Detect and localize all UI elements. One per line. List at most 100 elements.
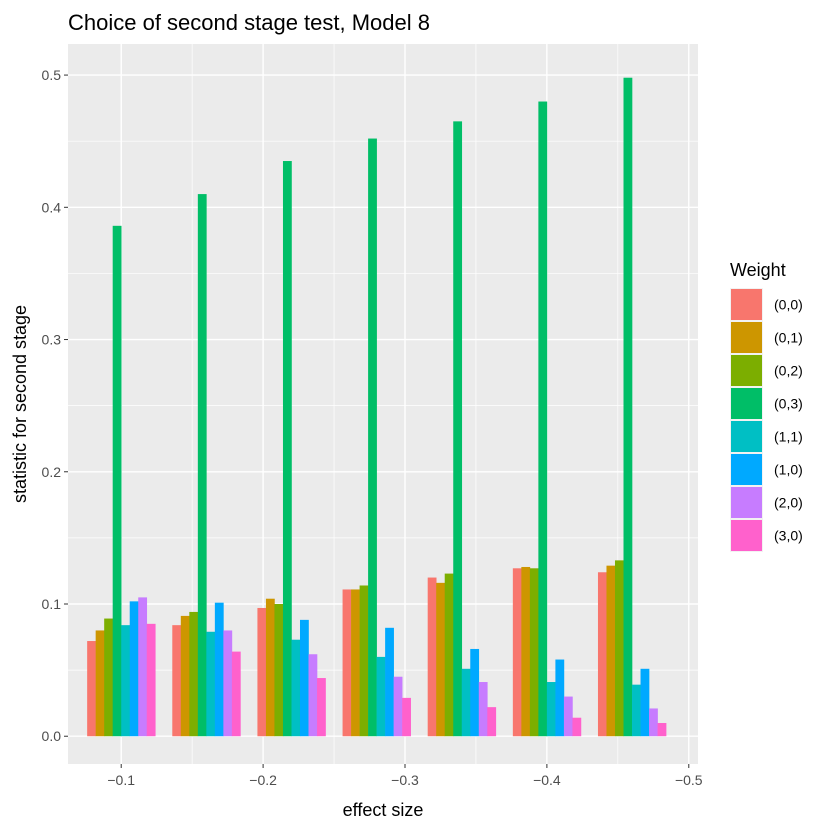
bar [597,572,607,737]
bar [623,77,633,737]
bar [291,639,301,737]
bar [487,707,497,737]
legend-label: (0,3) [774,396,803,412]
bar [402,697,411,737]
bar [563,696,573,737]
bar [649,708,658,737]
bar [444,573,454,737]
bar [342,589,352,737]
y-tick-label: 0.2 [42,464,62,480]
bar [529,568,539,737]
legend-item: (3,0) [730,519,803,552]
legend-item: (0,1) [730,321,803,354]
bar [112,225,122,737]
legend-swatch [731,421,762,452]
bar [614,560,624,737]
bars [87,77,667,737]
legend: Weight (0,0) (0,1) (0,2) (0,3) (1,1) (1,0) (2,… [730,260,803,552]
x-tick-label: −0.1 [107,772,135,788]
legend-swatch [731,388,762,419]
bar [317,678,326,737]
bar [512,568,522,737]
bar [180,615,190,737]
legend-item: (1,0) [730,453,803,486]
legend-swatch [731,454,762,485]
bar [359,585,369,737]
bar [368,138,377,737]
legend-label: (1,1) [774,429,803,445]
bar [265,598,275,737]
bar [104,618,113,737]
bar [138,597,148,737]
legend-swatch [731,355,762,386]
bar [129,601,139,737]
y-tick-label: 0.5 [42,67,62,83]
bar [351,589,360,737]
bar [206,631,216,737]
legend-label: (0,1) [774,330,803,346]
legend-swatch [731,487,762,518]
legend-swatch [731,520,762,551]
bar [87,641,96,737]
legend-item: (0,0) [730,288,803,321]
bar [282,161,292,737]
legend-item: (0,3) [730,387,803,420]
y-tick-label: 0.0 [42,728,62,744]
bar [308,654,318,737]
bar [231,651,241,737]
legend-item: (2,0) [730,486,803,519]
bar [521,566,531,737]
bar [257,607,267,737]
bar [572,717,582,737]
legend-label: (1,0) [774,462,803,478]
legend-label: (3,0) [774,528,803,544]
bar [436,582,446,737]
bar [453,121,463,737]
bar [95,630,105,737]
y-tick-label: 0.1 [42,596,62,612]
legend-label: (0,0) [774,297,803,313]
legend-items: (0,0) (0,1) (0,2) (0,3) (1,1) (1,0) (2,0) (3,0) [730,288,803,552]
x-axis-title: effect size [343,800,424,820]
bar [299,619,309,737]
bar [197,194,207,737]
y-axis-ticks: 0.0 0.1 0.2 0.3 0.4 0.5 [42,67,68,744]
x-tick-label: −0.5 [675,772,703,788]
bar [189,611,199,737]
bar [555,659,565,737]
legend-label: (2,0) [774,495,803,511]
bar [461,668,471,737]
y-tick-label: 0.4 [42,199,62,215]
bar [376,656,386,737]
bar [538,101,548,737]
x-tick-label: −0.4 [533,772,561,788]
bar [385,627,394,737]
chart-title: Choice of second stage test, Model 8 [68,10,430,35]
bar [657,723,667,737]
bar [121,625,131,737]
x-tick-label: −0.3 [391,772,419,788]
y-tick-label: 0.3 [42,332,62,348]
bar [146,623,156,737]
bar [632,684,641,737]
bar [640,668,650,737]
bar [214,602,224,737]
legend-item: (1,1) [730,420,803,453]
legend-label: (0,2) [774,363,803,379]
bar [478,682,488,737]
legend-swatch [731,289,762,320]
bar [427,577,437,737]
bar [172,625,182,737]
x-axis-ticks: −0.1 −0.2 −0.3 −0.4 −0.5 [107,764,703,788]
bar [274,604,284,737]
bar [470,648,480,737]
legend-item: (0,2) [730,354,803,387]
bar [606,565,616,737]
bar [546,682,556,737]
x-tick-label: −0.2 [249,772,277,788]
y-axis-title: statistic for second stage [10,305,30,503]
legend-swatch [731,322,762,353]
legend-title: Weight [730,260,786,280]
bar [393,676,403,737]
